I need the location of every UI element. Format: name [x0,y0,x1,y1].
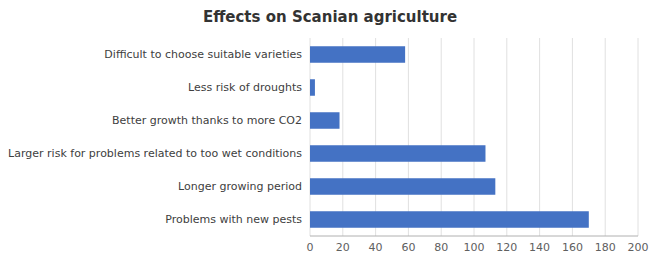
bar [310,145,485,162]
tick-label: 160 [562,241,583,254]
grid-line [539,38,540,236]
grid-line [408,38,409,236]
bar [310,178,495,195]
tick-label: 100 [464,241,485,254]
category-label: Larger risk for problems related to too … [8,147,302,160]
bar [310,46,405,63]
bar [310,112,340,129]
grid-line [375,38,376,236]
tick-label: 200 [628,241,649,254]
grid-line [572,38,573,236]
x-axis-line [310,236,638,237]
category-label: Better growth thanks to more CO2 [112,114,302,127]
tick-label: 120 [496,241,517,254]
tick-label: 40 [369,241,383,254]
grid-line [605,38,606,236]
bar [310,211,589,228]
bar [310,79,315,96]
category-label: Less risk of droughts [188,81,302,94]
tick-label: 140 [529,241,550,254]
grid-line [342,38,343,236]
category-label: Problems with new pests [165,213,302,226]
grid-line [638,38,639,236]
grid-line [474,38,475,236]
tick-label: 180 [595,241,616,254]
category-label: Difficult to choose suitable varieties [104,48,302,61]
tick-label: 60 [401,241,415,254]
bars [310,46,589,228]
category-label: Longer growing period [178,180,302,193]
title: Effects on Scanian agriculture [203,8,457,26]
tick-label: 80 [434,241,448,254]
grid-line [506,38,507,236]
chart: Effects on Scanian agriculture Problems w… [0,0,660,264]
grid-line [441,38,442,236]
tick-label: 0 [307,241,314,254]
grid-line [310,38,311,236]
tick-label: 20 [336,241,350,254]
